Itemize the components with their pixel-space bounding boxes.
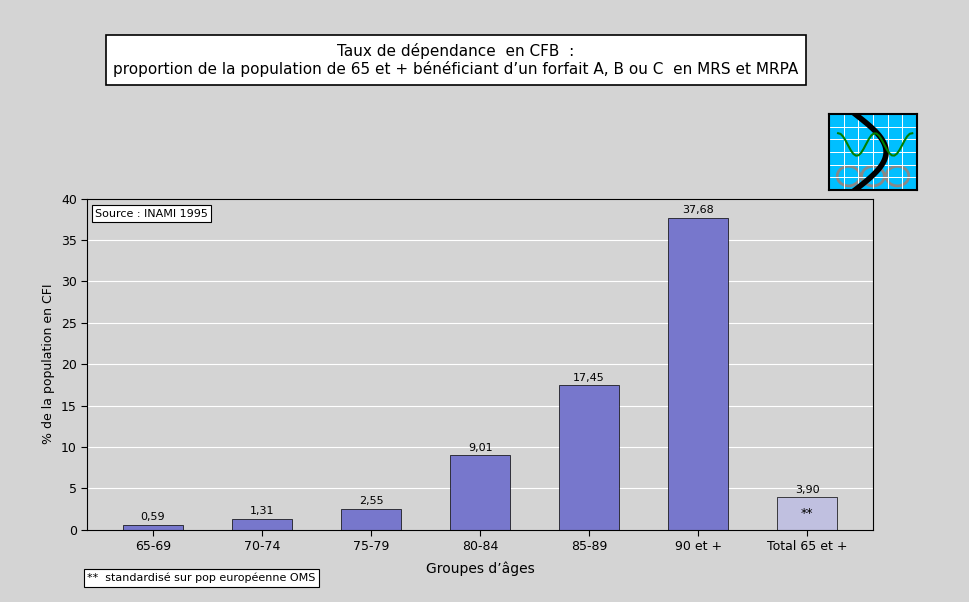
Text: Taux de dépendance  en CFB  :
proportion de la population de 65 et + bénéficiant: Taux de dépendance en CFB : proportion d… bbox=[113, 43, 797, 78]
Bar bbox=[776, 497, 836, 530]
Bar bbox=[559, 385, 618, 530]
Bar bbox=[450, 455, 510, 530]
Text: 37,68: 37,68 bbox=[681, 205, 713, 216]
Text: 17,45: 17,45 bbox=[573, 373, 605, 383]
Text: 0,59: 0,59 bbox=[141, 512, 165, 523]
Text: **: ** bbox=[800, 507, 813, 520]
Bar bbox=[232, 519, 292, 530]
Bar bbox=[668, 218, 728, 530]
Text: 1,31: 1,31 bbox=[250, 506, 274, 517]
Y-axis label: % de la population en CFI: % de la population en CFI bbox=[43, 284, 55, 444]
Text: Source : INAMI 1995: Source : INAMI 1995 bbox=[95, 208, 207, 219]
Bar bbox=[123, 525, 183, 530]
Bar bbox=[341, 509, 400, 530]
Text: 3,90: 3,90 bbox=[795, 485, 819, 495]
Text: 2,55: 2,55 bbox=[359, 496, 383, 506]
X-axis label: Groupes d’âges: Groupes d’âges bbox=[425, 562, 534, 576]
Text: **  standardisé sur pop européenne OMS: ** standardisé sur pop européenne OMS bbox=[87, 573, 315, 583]
Text: 9,01: 9,01 bbox=[467, 442, 492, 453]
